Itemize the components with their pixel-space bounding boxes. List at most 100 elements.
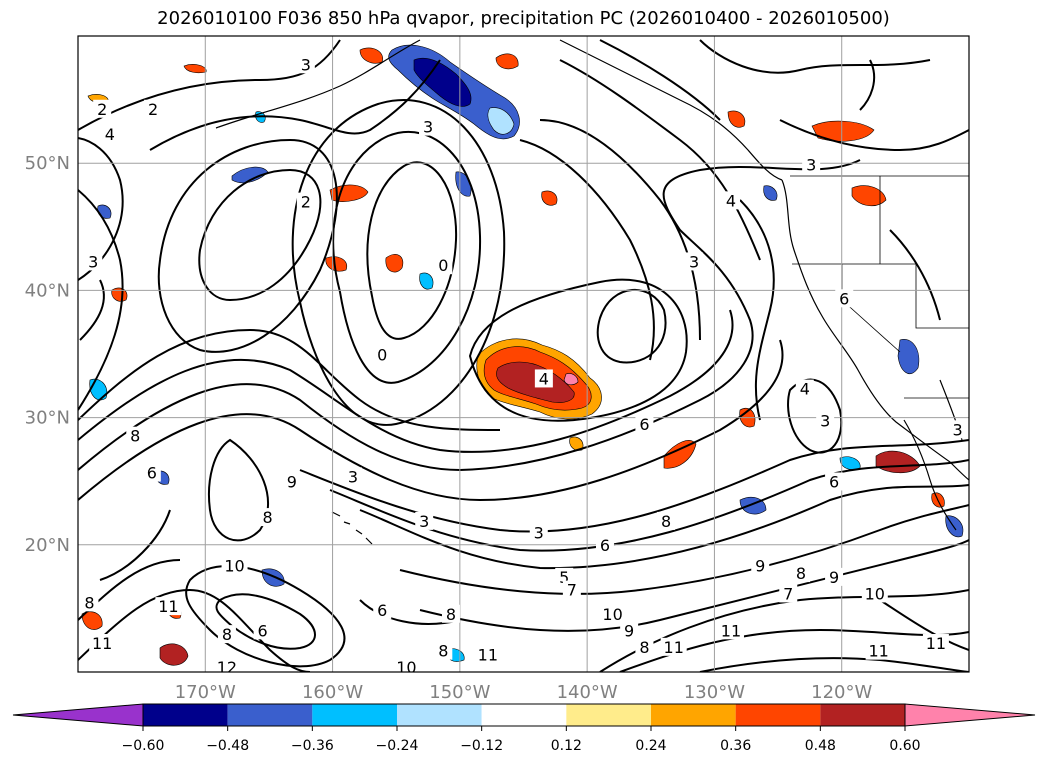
contour-line [559, 59, 761, 261]
contour-label: 3 [952, 420, 962, 439]
contour-label: 4 [800, 380, 810, 399]
precip-positive-main-peak [563, 373, 579, 386]
contour-label-mask [657, 511, 676, 530]
contour-label-mask [80, 593, 99, 612]
contour-label-mask [795, 379, 814, 398]
colorbar-tick-label: 0.24 [635, 738, 666, 754]
precip-blob [183, 64, 207, 74]
contour-label: 5 [559, 568, 569, 587]
colorbar-tick-label: 0.36 [720, 738, 751, 754]
contour-line [739, 199, 775, 421]
contour-label: 11 [868, 642, 888, 661]
contour-label-mask [534, 369, 553, 388]
contour-label-mask [620, 621, 639, 640]
contour-label: 2 [148, 100, 158, 119]
colorbar-segment [735, 704, 821, 726]
contour-label-mask [217, 625, 236, 644]
contour-line [859, 59, 876, 111]
latitude-tick-label: 20°N [25, 535, 70, 556]
colorbar-tick-label: 0.60 [889, 738, 920, 754]
contour-label-mask [415, 511, 434, 530]
contour-label-mask [282, 472, 301, 491]
contour-label: 9 [624, 621, 634, 640]
contour-line [889, 229, 941, 321]
contour-label: 8 [222, 625, 232, 644]
contour-label-mask [434, 256, 453, 275]
axis-labels: 170°W 160°W 150°W 140°W 130°W 120°W50°N40°N30… [25, 153, 873, 703]
contour-line [366, 161, 458, 340]
contour-label: 10 [602, 605, 622, 624]
contour-label-mask [144, 99, 163, 118]
contour-line [99, 509, 171, 581]
precip-blob [385, 254, 404, 273]
contour-label-mask [825, 567, 844, 586]
contour-label-mask [660, 637, 687, 656]
contour-label-mask [100, 125, 119, 144]
contour-label-mask [825, 472, 844, 491]
longitude-tick-label: 130°W [684, 682, 745, 703]
contour-label-mask [84, 252, 103, 271]
contour-line [539, 119, 701, 341]
contour-label-mask [393, 658, 420, 672]
contour-label: 6 [377, 601, 387, 620]
contour-label-mask [791, 564, 810, 583]
contour-label: 0 [377, 345, 387, 364]
contour-label-mask [419, 117, 438, 136]
contour-label: 9 [829, 568, 839, 587]
colorbar-tick-label: 0.48 [805, 738, 836, 754]
precip-negative-alaska-edge [487, 107, 515, 135]
colorbar-tick-label: −0.48 [206, 738, 249, 754]
contour-line [519, 139, 655, 361]
contour-line [78, 39, 341, 131]
colorbar-segment [651, 704, 736, 726]
contour-label-mask [835, 289, 854, 308]
contour-label: 8 [796, 564, 806, 583]
contour-label: 11 [92, 634, 112, 653]
contour-line [157, 138, 338, 353]
contour-label: 10 [224, 556, 244, 575]
contour-line [78, 159, 861, 472]
contour-line [78, 588, 311, 672]
contour-label-mask [221, 556, 248, 575]
contour-label: 7 [783, 584, 793, 603]
contour-line [78, 328, 501, 431]
precip-blob [569, 436, 584, 451]
contour-line [699, 39, 931, 74]
colorbar-segment [143, 704, 228, 726]
contour-label-mask [89, 634, 116, 653]
contour-line [779, 119, 969, 152]
contour-label: 8 [661, 512, 671, 531]
longitude-tick-label: 120°W [811, 682, 872, 703]
colorbar-extend-high [904, 703, 1036, 727]
precip-blob [419, 272, 434, 290]
colorbar-segment [397, 704, 482, 726]
contour-label-mask [253, 621, 272, 640]
contour-label: 2 [301, 193, 311, 212]
precip-blob [541, 190, 558, 206]
contour-label: 8 [130, 427, 140, 446]
contour-label: 8 [263, 508, 273, 527]
contour-line [299, 439, 969, 533]
contour-label-mask [434, 641, 453, 660]
contour-label: 6 [839, 289, 849, 308]
contour-label-mask [948, 420, 967, 439]
longitude-tick-label: 170°W [175, 682, 236, 703]
contour-label: 10 [865, 584, 885, 603]
qvapor-contours [78, 39, 969, 672]
contour-line [468, 278, 688, 422]
contour-label: 4 [539, 369, 549, 388]
contour-line [879, 599, 969, 651]
map-frame [77, 35, 970, 673]
contour-label: 4 [105, 125, 115, 144]
contour-label-mask [721, 191, 740, 210]
contour-line [78, 309, 734, 453]
contour-label: 4 [726, 191, 736, 210]
contour-label: 6 [257, 621, 267, 640]
contour-label: 3 [348, 467, 358, 486]
precip-blob [663, 440, 697, 469]
contour-label: 6 [829, 472, 839, 491]
contour-label: 11 [926, 634, 946, 653]
precip-blob [81, 611, 103, 630]
contour-label-mask [474, 645, 501, 664]
